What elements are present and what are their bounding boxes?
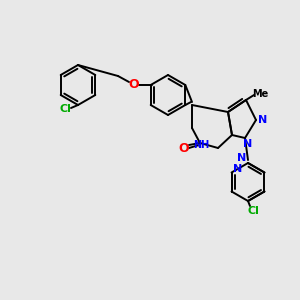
Text: O: O [129,77,139,91]
Text: N: N [237,153,247,163]
Text: O: O [179,142,189,154]
Text: Me: Me [252,89,268,99]
Text: Cl: Cl [59,104,71,114]
Text: N: N [233,164,242,175]
Text: N: N [243,139,253,149]
Text: NH: NH [193,140,209,151]
Text: Cl: Cl [247,206,259,216]
Text: N: N [258,115,268,125]
